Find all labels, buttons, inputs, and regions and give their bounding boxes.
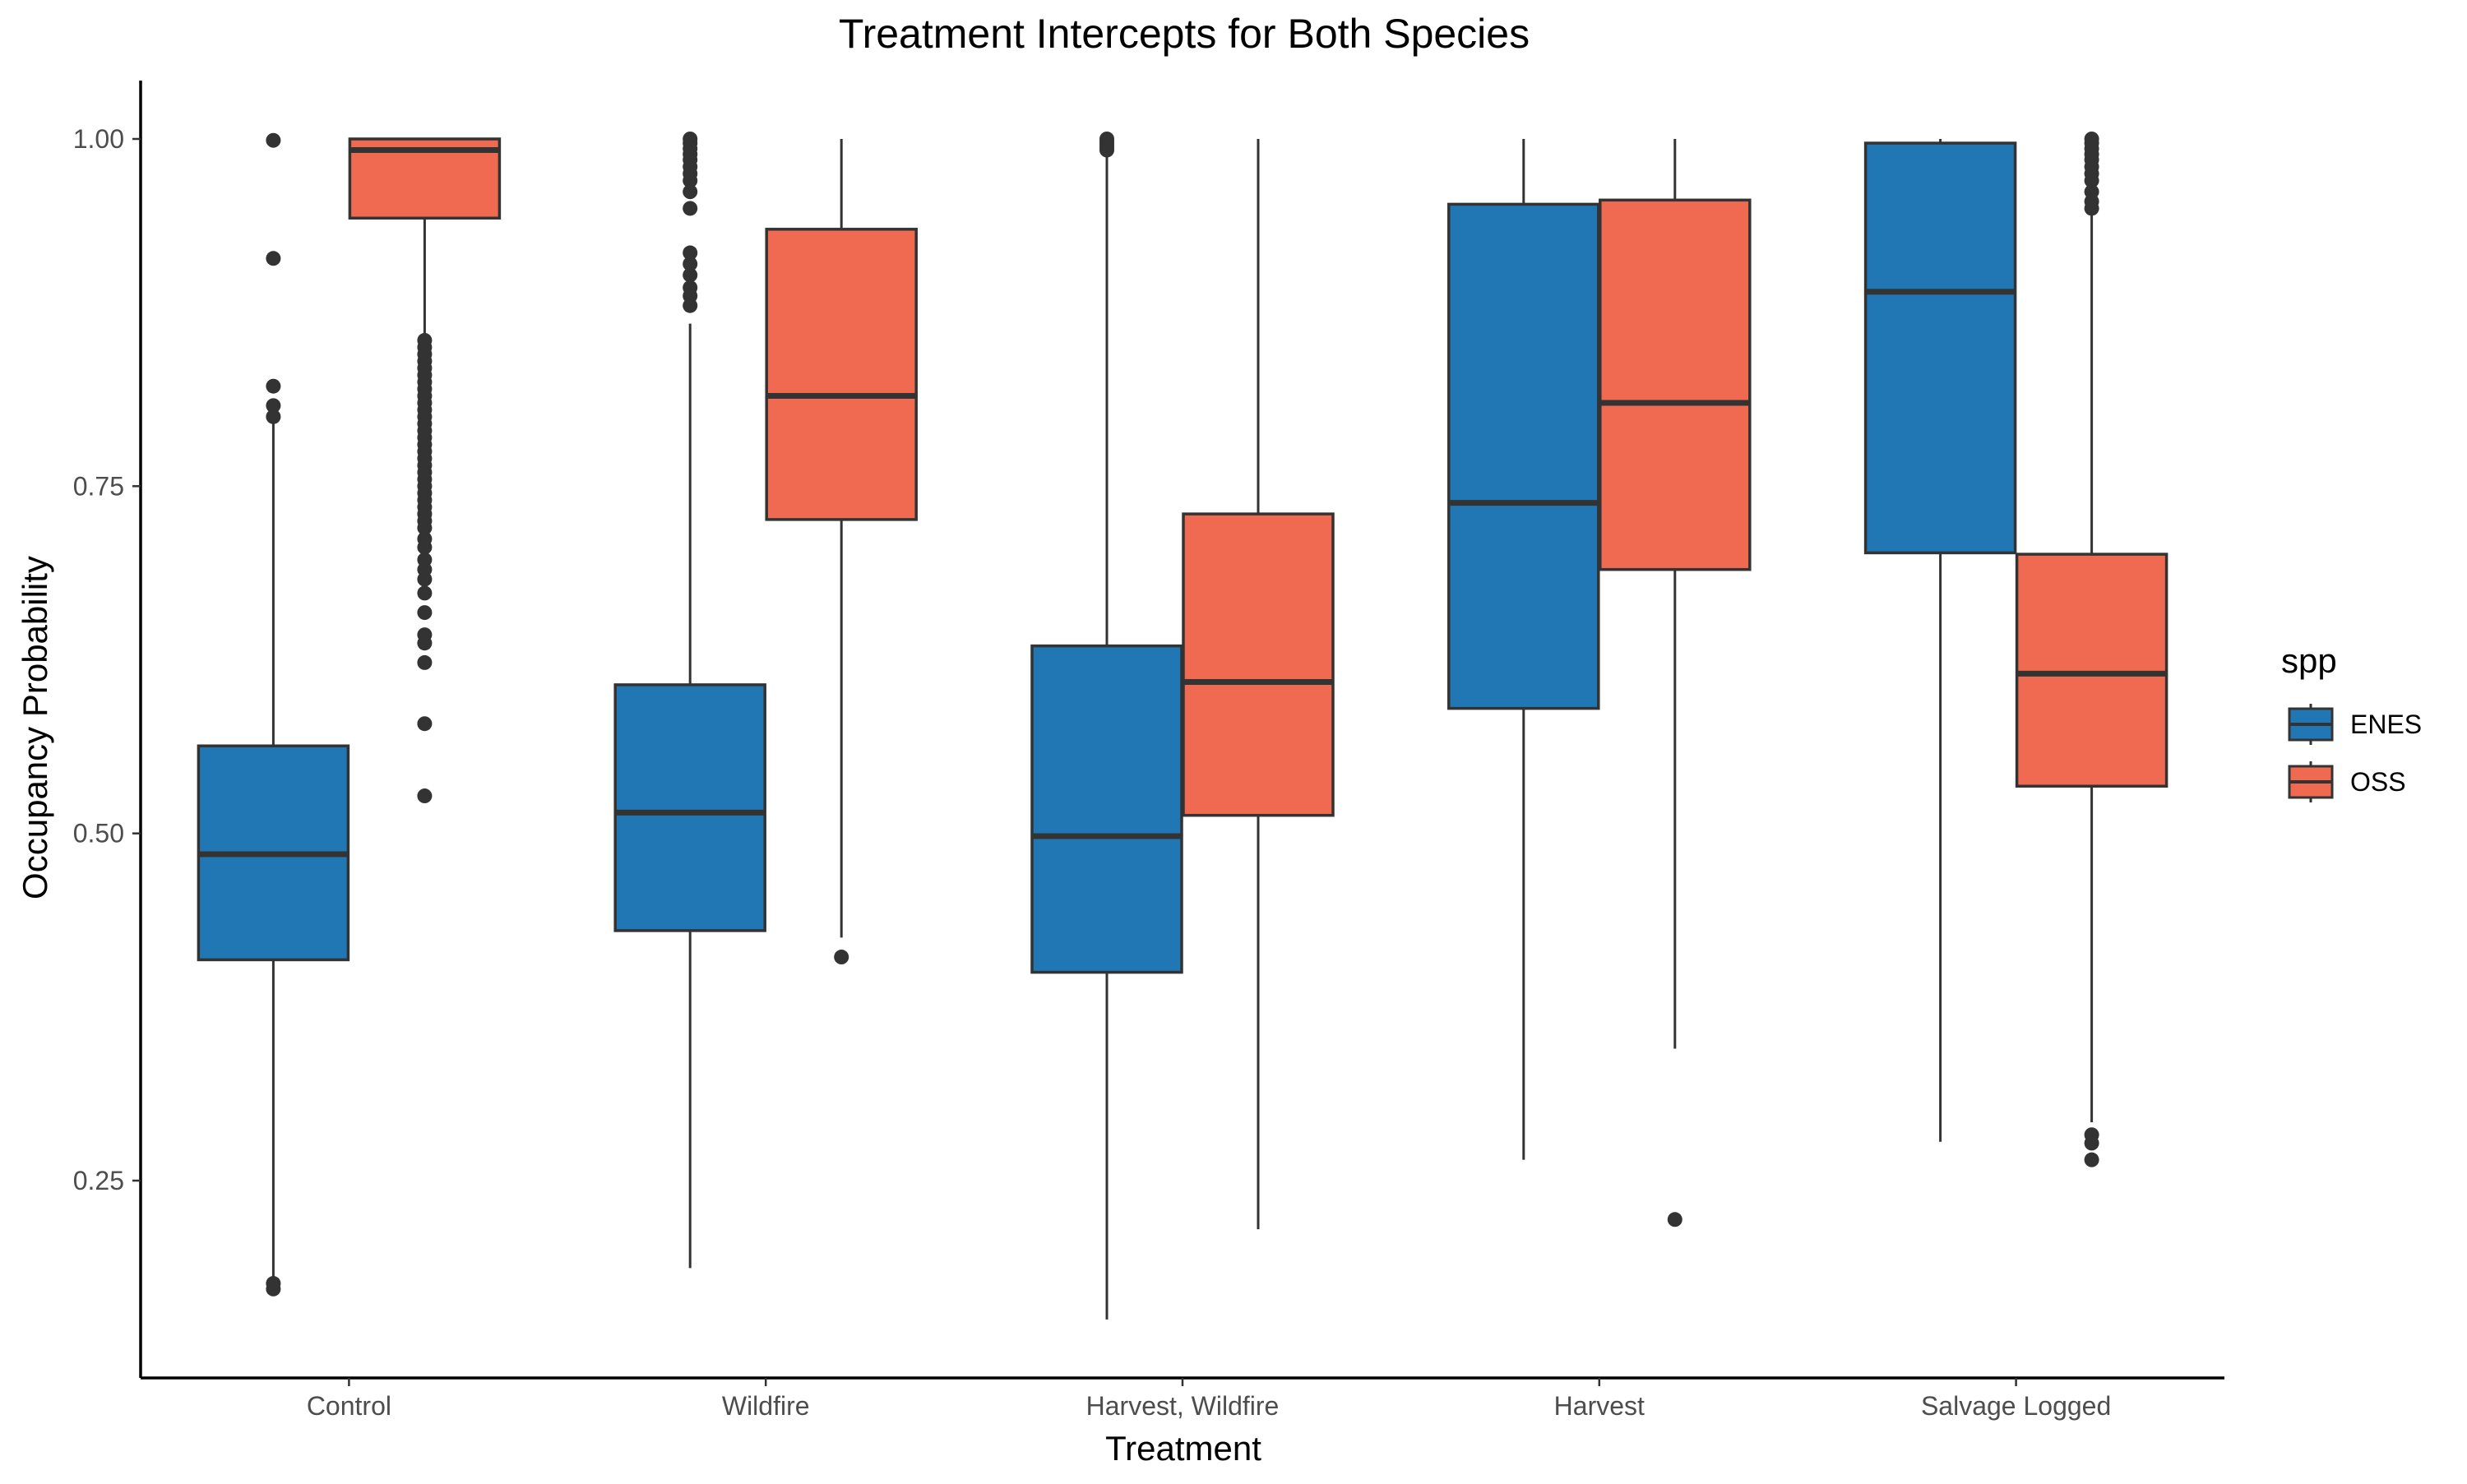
outlier-point <box>2084 173 2099 188</box>
box-enes <box>197 132 350 1297</box>
y-tick-label: 0.50 <box>73 819 124 848</box>
outlier-point <box>683 184 698 200</box>
outlier-point <box>1667 1212 1682 1227</box>
outlier-point <box>2084 1152 2099 1167</box>
legend-items: ENES OSS <box>2288 704 2422 802</box>
y-tick-label: 0.25 <box>73 1166 124 1195</box>
box-oss <box>348 137 502 804</box>
y-tick-label: 0.75 <box>73 471 124 501</box>
box-oss <box>765 139 918 965</box>
outlier-point <box>266 251 281 266</box>
box-iqr <box>1447 202 1600 710</box>
box-iqr <box>765 228 918 521</box>
outlier-point <box>1099 142 1114 158</box>
box-oss <box>1182 139 1335 1230</box>
legend-label: ENES <box>2350 710 2422 739</box>
box-enes <box>613 132 766 1269</box>
box-iqr <box>1030 644 1183 974</box>
x-axis-label: Treatment <box>1105 1429 1261 1468</box>
legend-item-enes: ENES <box>2288 704 2422 745</box>
box-enes <box>1447 139 1600 1160</box>
x-tick-label: Harvest <box>1554 1391 1645 1421</box>
outlier-point <box>683 201 698 216</box>
x-tick-label: Control <box>307 1391 391 1421</box>
outlier-point <box>683 267 698 283</box>
legend: spp ENES OSS <box>2281 641 2422 802</box>
outlier-point <box>417 788 433 804</box>
legend-item-oss: OSS <box>2288 761 2406 802</box>
outlier-point <box>417 605 433 621</box>
x-tick-label: Harvest, Wildfire <box>1086 1391 1280 1421</box>
outlier-point <box>266 409 281 424</box>
x-tick-label: Salvage Logged <box>1921 1391 2111 1421</box>
chart-title: Treatment Intercepts for Both Species <box>839 11 1530 57</box>
outlier-point <box>417 636 433 651</box>
plot-area <box>197 132 2168 1320</box>
legend-title: spp <box>2281 641 2337 680</box>
outlier-point <box>266 398 281 414</box>
box-iqr <box>1599 198 1752 571</box>
outlier-point <box>417 716 433 732</box>
outlier-point <box>417 539 433 555</box>
box-iqr <box>1863 141 2017 555</box>
outlier-point <box>683 298 698 313</box>
y-axis-label: Occupancy Probability <box>16 556 54 899</box>
outlier-point <box>2084 201 2099 216</box>
outlier-point <box>266 1281 281 1297</box>
x-tick-label: Wildfire <box>722 1391 810 1421</box>
box-iqr <box>613 683 766 932</box>
outlier-point <box>417 654 433 670</box>
x-axis: Control Wildfire Harvest, Wildfire Harvest S… <box>141 1376 2224 1421</box>
outlier-point <box>683 173 698 188</box>
box-enes <box>1030 132 1183 1320</box>
y-tick-label: 1.00 <box>73 124 124 154</box>
box-iqr <box>1182 512 1335 817</box>
outlier-point <box>417 585 433 601</box>
box-iqr <box>2015 552 2168 788</box>
outlier-point <box>683 245 698 261</box>
outlier-point <box>266 132 281 148</box>
y-axis: 0.25 0.50 0.75 1.00 <box>73 81 142 1378</box>
outlier-point <box>683 257 698 272</box>
legend-label: OSS <box>2350 767 2406 797</box>
box-enes <box>1863 139 2017 1142</box>
outlier-point <box>417 520 433 536</box>
outlier-point <box>417 571 433 587</box>
outlier-point <box>2084 1135 2099 1151</box>
box-oss <box>1599 139 1752 1227</box>
outlier-point <box>834 950 849 965</box>
outlier-point <box>266 378 281 394</box>
box-oss <box>2015 132 2168 1167</box>
